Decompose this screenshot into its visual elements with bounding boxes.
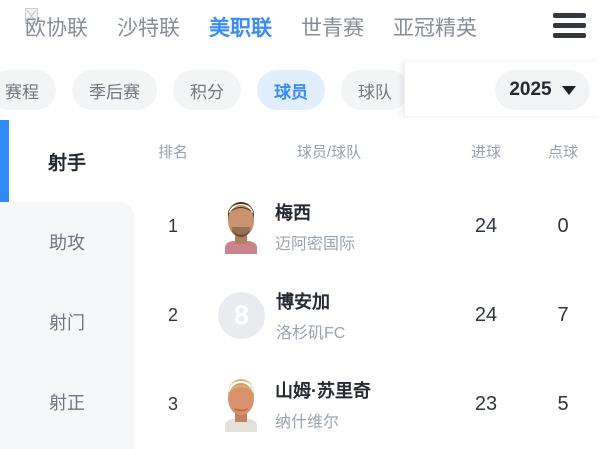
table-row[interactable]: 2 8 博安加 洛杉矶FC 24 7 [134,271,600,360]
rank-value: 2 [167,305,178,325]
penalties-value: 0 [557,215,569,237]
penalties-value: 5 [557,393,569,415]
sidebar-group: 助攻 射门 射正 [0,202,134,449]
tab-uefa-conference[interactable]: 欧协联 [25,17,88,40]
sidebar-item-shots-on-target[interactable]: 射正 [49,393,85,413]
season-dropdown[interactable]: 2025 [495,70,590,110]
player-photo-messi [218,199,264,255]
hamburger-menu-icon[interactable] [553,9,586,42]
player-team: 纳什维尔 [275,414,340,431]
dropdown-arrow-icon [561,85,576,95]
penalties-value: 7 [557,304,569,326]
player-name: 梅西 [275,203,311,223]
tab-mls-active[interactable]: 美职联 [209,17,272,40]
active-indicator-bar [0,120,9,202]
tab-afc-elite[interactable]: 亚冠精英 [393,17,477,40]
season-value: 2025 [509,79,552,100]
player-name: 博安加 [276,292,330,312]
table-row[interactable]: 1 梅西 迈阿密国际 [134,182,600,271]
rank-value: 1 [167,216,178,236]
pill-teams[interactable]: 球队 [341,70,409,110]
tab-saudi-league[interactable]: 沙特联 [117,17,180,40]
sidebar-item-label: 射手 [47,152,86,174]
player-team: 洛杉矶FC [276,325,346,342]
header-rank: 排名 [157,143,188,161]
sidebar-item-scorers-active[interactable]: 射手 [0,120,134,202]
league-tab-bar: 欧协联 沙特联 美职联 世青赛 亚冠精英 [0,0,600,54]
sidebar-item-shots[interactable]: 射门 [49,313,85,333]
header-penalties: 点球 [547,143,578,161]
player-name: 山姆·苏里奇 [275,381,371,401]
pill-schedule[interactable]: 赛程 [0,70,56,110]
tab-u20-worldcup[interactable]: 世青赛 [301,17,364,40]
table-row[interactable]: 3 山姆·苏里奇 纳什维尔 23 5 [134,360,600,449]
goals-value: 24 [474,304,498,326]
table-header-row: 排名 球员/球队 进球 点球 [134,120,600,182]
broken-image-icon [25,8,38,24]
goals-value: 24 [474,215,498,237]
pill-playoffs[interactable]: 季后赛 [72,70,157,110]
header-player: 球员/球队 [296,143,362,161]
player-team: 迈阿密国际 [275,236,356,253]
player-number-badge: 8 [218,292,265,339]
filter-pill-bar: 赛程 季后赛 积分 球员 球队 [0,70,409,110]
pill-standings[interactable]: 积分 [173,70,241,110]
pill-players-active[interactable]: 球员 [257,70,325,110]
goals-value: 23 [474,393,498,415]
player-photo-surridge [218,377,264,433]
sidebar-item-assists[interactable]: 助攻 [49,233,85,253]
header-goals: 进球 [470,143,501,161]
rank-value: 3 [167,394,178,414]
scorers-table: 排名 球员/球队 进球 点球 1 [134,120,600,449]
